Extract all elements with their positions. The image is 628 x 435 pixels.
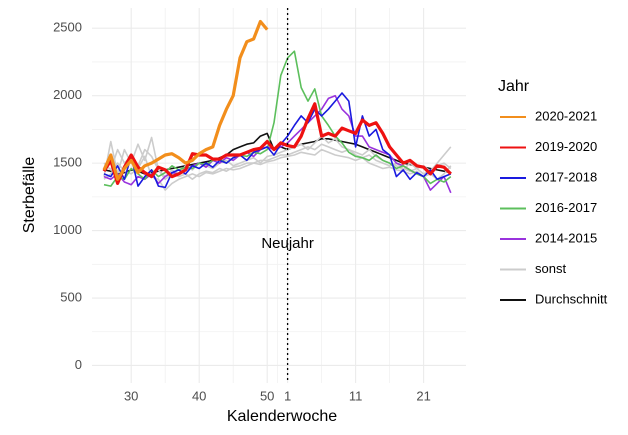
x-tick-label: 21 — [416, 388, 430, 403]
y-tick-label: 2500 — [53, 20, 82, 35]
legend-label: 2019-2020 — [535, 139, 597, 154]
legend-label: sonst — [535, 261, 566, 276]
annotation: Neujahr — [261, 235, 314, 252]
x-tick-label: 1 — [284, 388, 291, 403]
series-line — [103, 148, 452, 191]
y-tick-label: 1000 — [53, 222, 82, 237]
legend-label: Durchschnitt — [535, 291, 608, 306]
y-tick-label: 500 — [60, 289, 82, 304]
legend-label: 2014-2015 — [535, 230, 597, 245]
legend-label: 2016-2017 — [535, 200, 597, 215]
x-tick-label: 40 — [192, 388, 206, 403]
legend-title: Jahr — [498, 78, 530, 95]
y-tick-label: 1500 — [53, 155, 82, 170]
x-tick-label: 50 — [260, 388, 274, 403]
y-axis-title: Sterbefälle — [21, 157, 38, 234]
y-tick-label: 2000 — [53, 87, 82, 102]
series-line — [103, 92, 452, 189]
series-line — [102, 102, 452, 185]
x-tick-label: 11 — [349, 388, 363, 403]
y-tick-label: 0 — [75, 357, 82, 372]
x-axis-title: Kalenderwoche — [227, 408, 337, 425]
x-tick-label: 30 — [124, 388, 138, 403]
legend-label: 2020-2021 — [535, 108, 597, 123]
legend-label: 2017-2018 — [535, 169, 597, 184]
series-line — [102, 19, 269, 181]
